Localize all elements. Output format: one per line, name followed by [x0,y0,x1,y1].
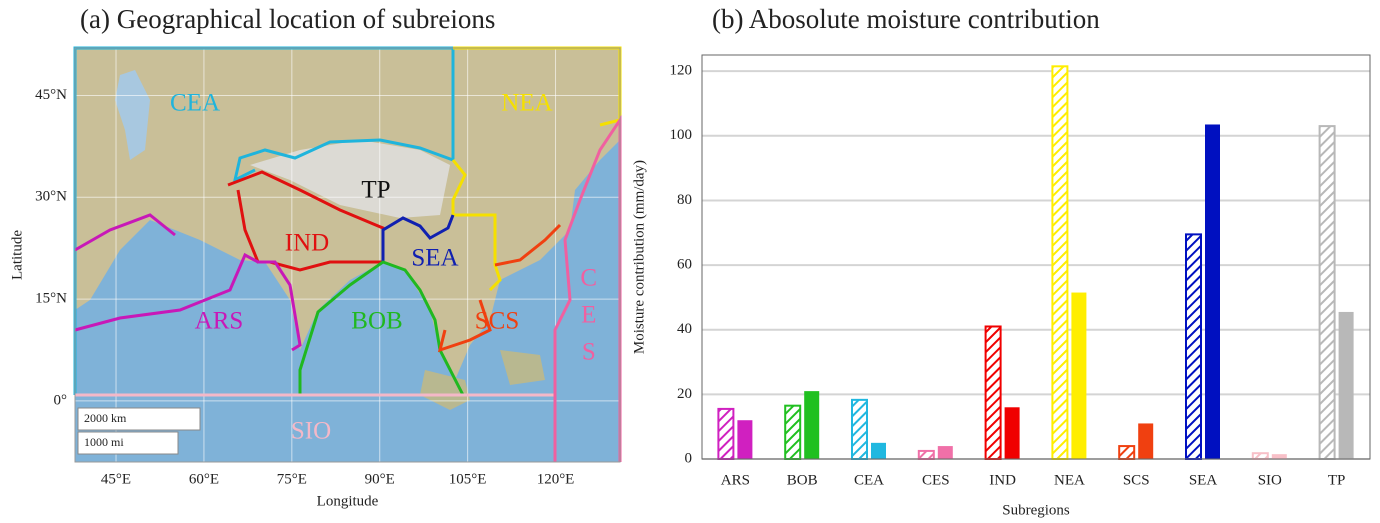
bar [1052,66,1067,459]
region-label: SCS [475,308,519,335]
page: {"chart_data": [ {"type": "map", "title"… [0,0,1380,523]
region-label: IND [285,230,329,257]
scale-label: 1000 mi [84,435,124,449]
region-label: SEA [411,245,458,272]
bar [871,443,886,459]
bar [1320,126,1335,459]
region-label: ARS [195,308,244,335]
bar [804,391,819,459]
scale-label: 2000 km [84,411,127,425]
y-tick-label: 60 [677,257,692,273]
bar [938,446,953,459]
y-tick-label: 40 [677,321,692,337]
bar [1119,446,1134,459]
x-tick-label: SEA [1189,472,1218,488]
x-axis-label: Subregions [1002,502,1070,518]
x-axis-label: Longitude [317,493,379,509]
x-tick-label: 120°E [537,471,575,487]
bar [1339,312,1354,459]
chart-title: (b) Abosolute moisture contribution [712,4,1100,34]
bar [1205,124,1220,459]
y-tick-label: 15°N [35,291,67,307]
x-tick-label: 75°E [277,471,307,487]
x-tick-label: NEA [1054,472,1085,488]
bar [1253,453,1268,459]
bar [737,420,752,459]
x-tick-label: 105°E [449,471,487,487]
bar [1272,454,1287,459]
x-tick-label: 45°E [101,471,131,487]
bar [785,406,800,459]
map-title: (a) Geographical location of subreions [80,4,495,34]
y-tick-label: 100 [670,127,693,143]
x-tick-label: CEA [854,472,884,488]
bar [1186,234,1201,459]
x-tick-label: ARS [721,472,750,488]
bar [852,400,867,459]
y-tick-label: 120 [670,63,693,79]
x-tick-label: 60°E [189,471,219,487]
x-tick-label: BOB [787,472,818,488]
bar [1005,407,1020,459]
y-tick-label: 80 [677,192,692,208]
figure: (a) Geographical location of subreions 45… [0,0,1380,523]
x-tick-label: SIO [1258,472,1282,488]
x-tick-label: 90°E [365,471,395,487]
bar [986,326,1001,459]
x-tick-label: TP [1328,472,1346,488]
y-tick-label: 0° [54,392,68,408]
region-label: SIO [291,418,331,445]
region-label: NEA [501,90,552,117]
bar [718,409,733,459]
y-axis-label: Moisture contribution (mm/day) [631,160,647,354]
x-tick-label: CES [922,472,950,488]
y-axis-label: Latitude [9,230,25,280]
bar [1071,293,1086,459]
y-tick-label: 20 [677,386,692,402]
x-tick-label: IND [989,472,1016,488]
region-label: TP [361,177,390,204]
y-tick-label: 0 [685,450,693,466]
x-tick-label: SCS [1123,472,1150,488]
region-label: BOB [351,308,402,335]
bar [919,451,934,459]
region-label: CES [575,265,602,376]
region-label: CEA [170,90,220,117]
y-tick-label: 45°N [35,87,67,103]
bar [1138,423,1153,459]
y-tick-label: 30°N [35,189,67,205]
